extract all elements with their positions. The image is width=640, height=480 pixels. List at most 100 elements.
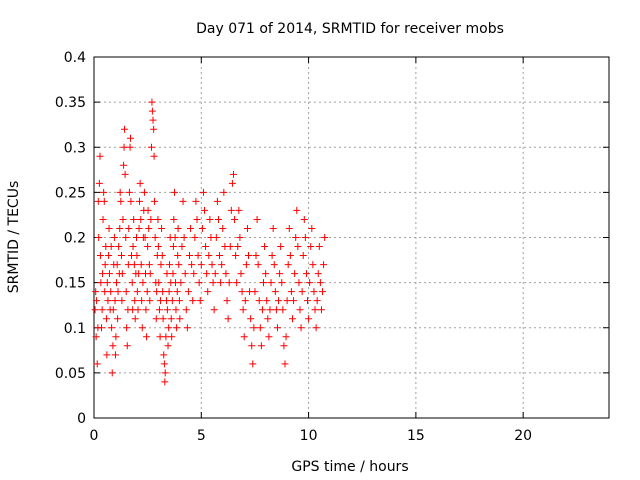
data-point xyxy=(239,306,247,314)
data-point xyxy=(109,342,117,350)
data-point xyxy=(161,369,169,377)
data-point xyxy=(267,279,275,287)
data-point xyxy=(315,243,323,251)
data-point xyxy=(317,306,325,314)
data-point xyxy=(279,306,287,314)
data-point xyxy=(151,234,159,241)
data-point xyxy=(99,270,107,278)
data-point xyxy=(164,342,172,350)
data-point xyxy=(201,206,209,214)
data-point xyxy=(153,288,161,296)
data-point xyxy=(94,197,102,205)
data-point xyxy=(255,297,263,305)
data-point xyxy=(248,342,256,350)
data-point xyxy=(148,98,156,106)
data-point xyxy=(144,243,152,251)
data-point xyxy=(100,197,108,205)
data-point xyxy=(118,270,126,278)
data-point xyxy=(314,270,322,278)
data-point xyxy=(93,297,101,305)
data-point xyxy=(146,297,154,305)
data-point xyxy=(311,306,319,314)
data-point xyxy=(168,333,176,341)
data-point xyxy=(166,261,174,269)
data-point xyxy=(135,224,143,232)
data-point xyxy=(97,279,105,287)
data-point xyxy=(169,270,177,278)
data-point xyxy=(92,333,100,341)
data-point xyxy=(131,315,139,323)
y-tick-label: 0.2 xyxy=(64,231,86,247)
data-point xyxy=(92,288,100,296)
data-point xyxy=(159,315,167,323)
data-point xyxy=(203,270,211,278)
data-point xyxy=(196,297,204,305)
data-point xyxy=(262,270,270,278)
data-point xyxy=(226,243,234,251)
data-point xyxy=(313,297,321,305)
data-point xyxy=(140,188,148,196)
data-point xyxy=(160,351,168,359)
data-point xyxy=(139,279,147,287)
data-point xyxy=(241,297,249,305)
data-point xyxy=(188,261,196,269)
data-point xyxy=(171,234,179,241)
data-point xyxy=(135,270,143,278)
data-point xyxy=(105,270,113,278)
data-point xyxy=(185,252,193,260)
data-point xyxy=(202,243,210,251)
data-point xyxy=(172,306,180,314)
data-point xyxy=(108,369,116,377)
data-point xyxy=(124,261,132,269)
data-point xyxy=(238,288,246,296)
chart-title: Day 071 of 2014, SRMTID for receiver mob… xyxy=(196,21,504,37)
data-point xyxy=(225,279,233,287)
data-point xyxy=(133,252,141,260)
data-point xyxy=(205,252,213,260)
data-point xyxy=(296,306,304,314)
data-point xyxy=(304,297,312,305)
data-point xyxy=(167,315,175,323)
data-point xyxy=(256,324,264,332)
data-point xyxy=(173,324,181,332)
data-point xyxy=(245,252,252,260)
data-point xyxy=(206,215,214,223)
data-point xyxy=(136,179,144,187)
data-point xyxy=(169,243,177,251)
data-point xyxy=(102,315,110,323)
x-tick-label: 0 xyxy=(90,428,99,444)
data-point xyxy=(118,297,126,305)
data-point xyxy=(122,234,130,241)
data-point xyxy=(107,243,115,251)
data-point xyxy=(98,306,106,314)
data-point xyxy=(154,243,162,251)
data-point xyxy=(119,215,127,223)
data-point xyxy=(126,143,134,151)
data-point xyxy=(138,324,146,332)
data-point xyxy=(100,188,108,196)
data-point xyxy=(130,215,138,223)
data-point xyxy=(178,243,186,251)
data-point xyxy=(152,315,160,323)
data-point xyxy=(148,143,156,151)
data-point xyxy=(99,215,107,223)
data-point xyxy=(125,188,133,196)
data-point xyxy=(141,234,149,241)
data-point xyxy=(104,297,112,305)
data-point xyxy=(183,324,191,332)
data-point xyxy=(96,252,104,260)
data-point xyxy=(211,270,219,278)
data-point xyxy=(175,261,183,269)
data-point xyxy=(195,279,203,287)
data-point xyxy=(217,279,225,287)
data-point xyxy=(137,261,145,269)
data-point xyxy=(191,234,199,241)
data-point xyxy=(135,197,143,205)
data-point xyxy=(151,197,159,205)
data-point xyxy=(237,270,245,278)
data-point xyxy=(265,333,273,341)
data-point xyxy=(160,360,168,368)
data-point xyxy=(233,279,241,287)
data-point xyxy=(161,378,169,386)
